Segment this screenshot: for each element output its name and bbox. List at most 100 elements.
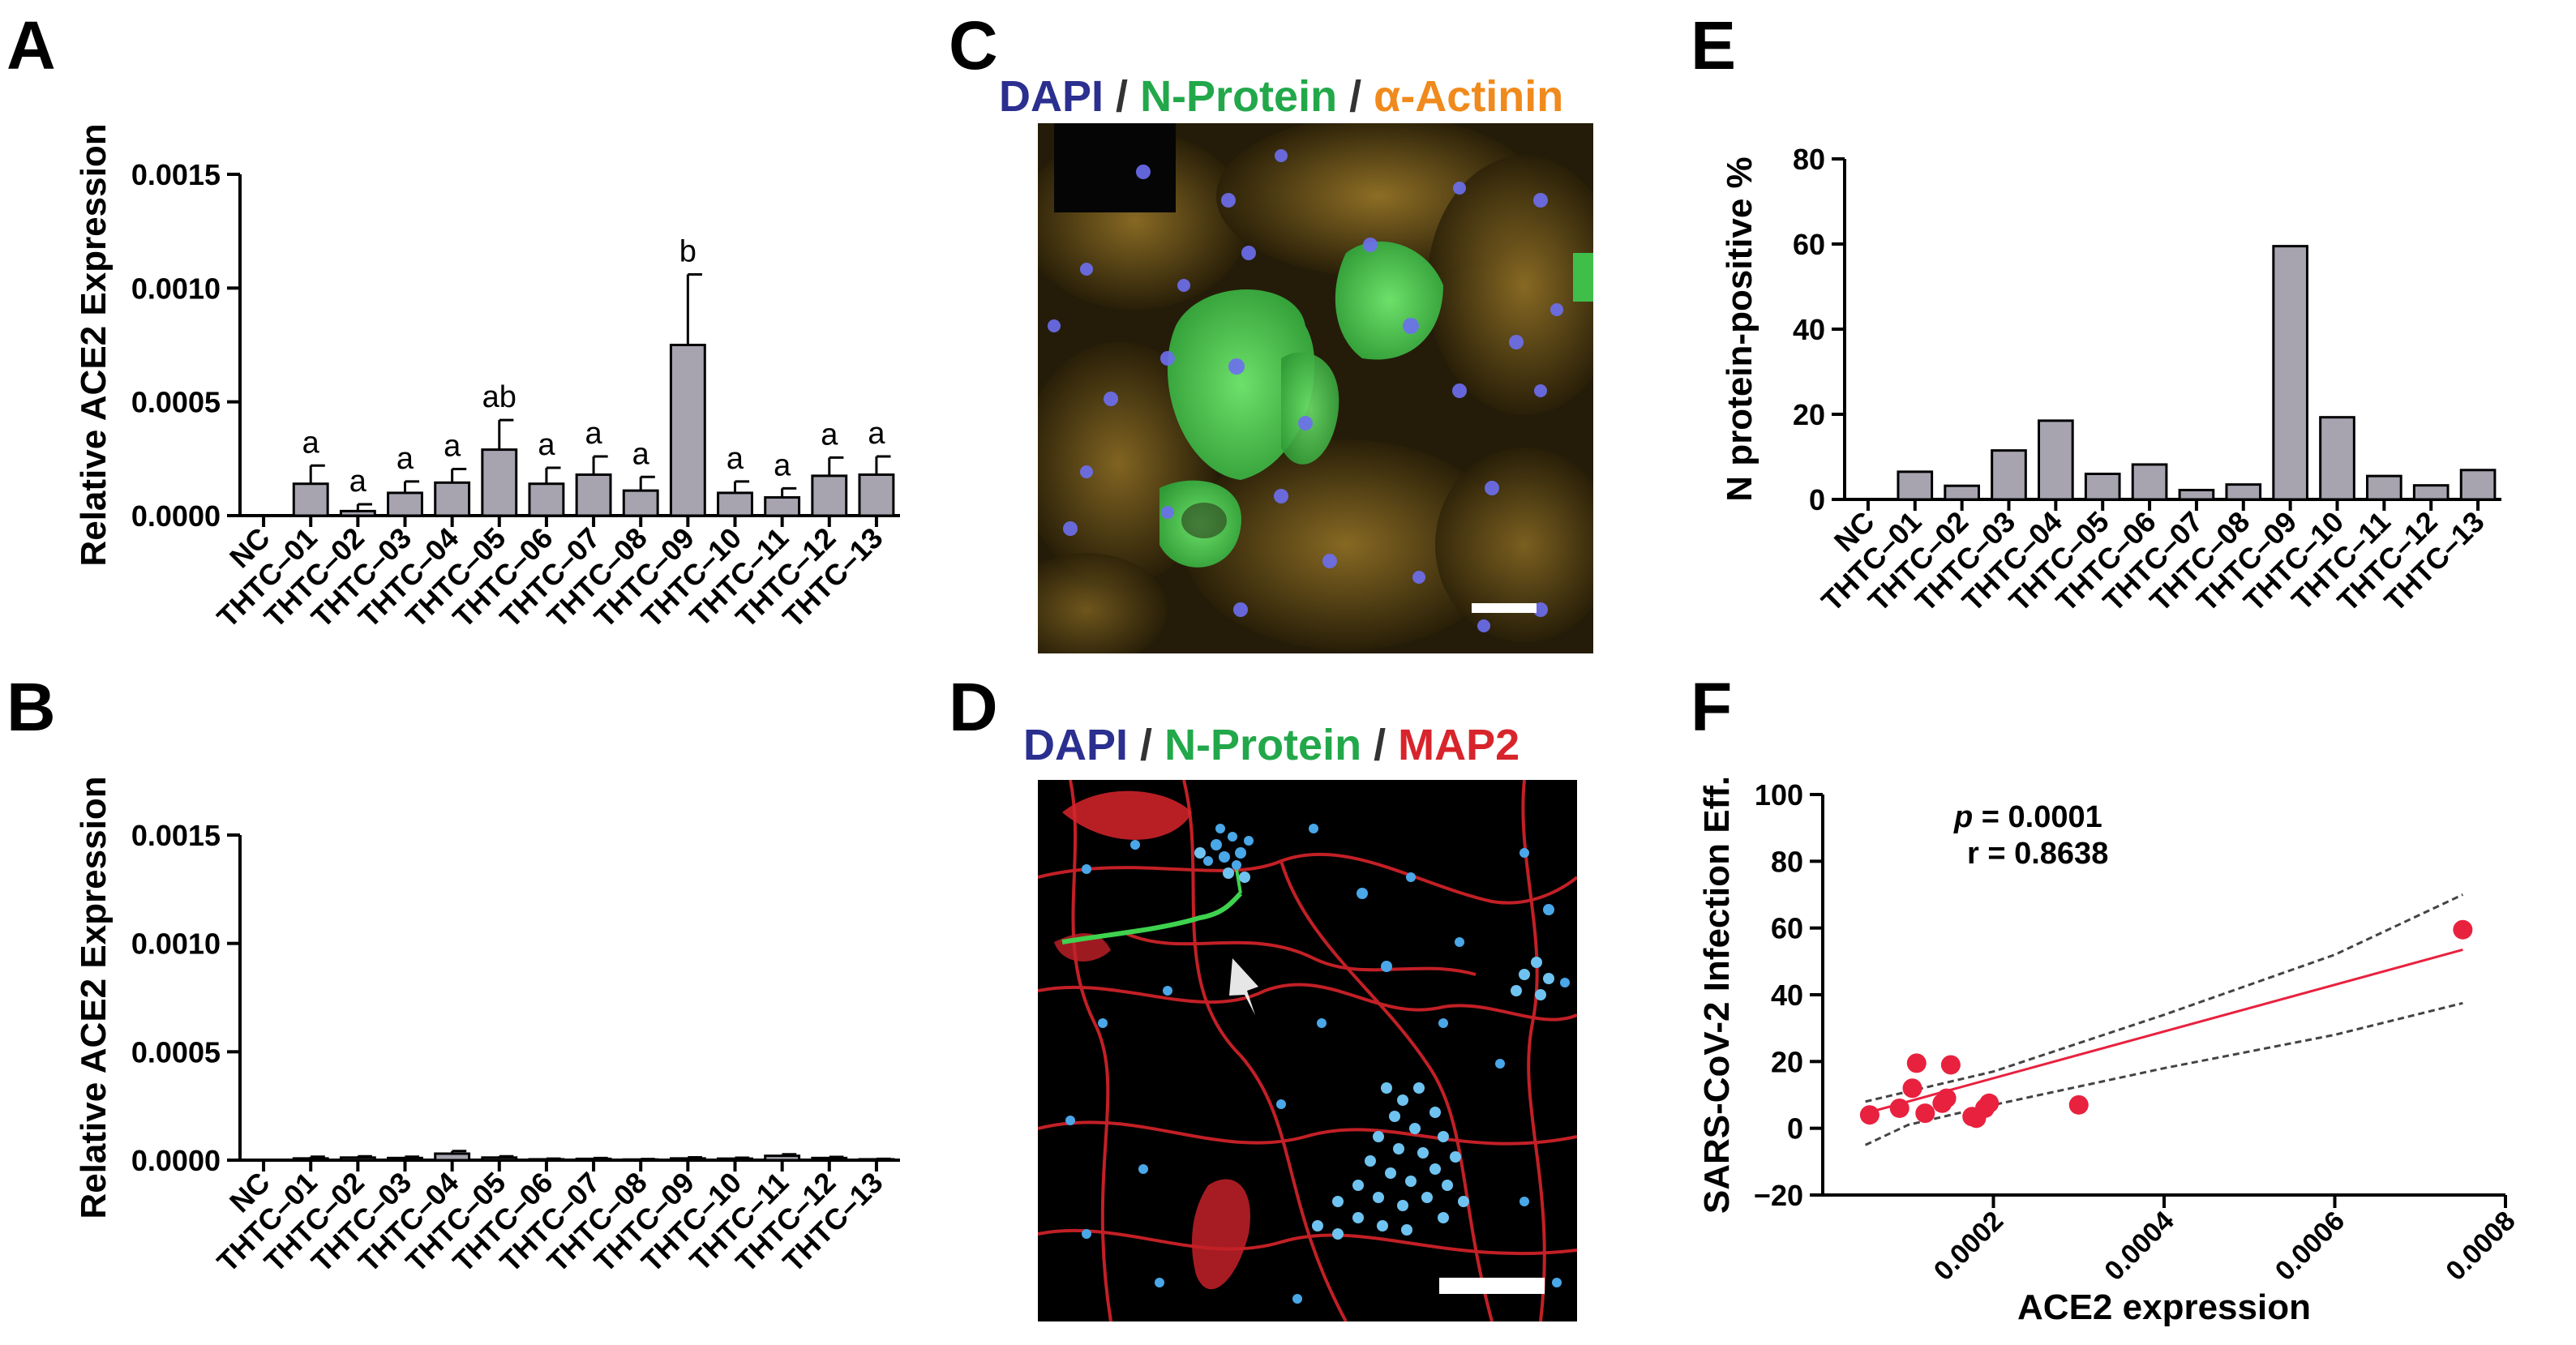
bar <box>2038 419 2074 501</box>
regression-line <box>1865 948 2463 1115</box>
stain-n-protein-label: N-Protein <box>1164 721 1362 769</box>
r-value-annotation: r = 0.8638 <box>1967 837 2108 871</box>
y-tick-label: 0.0000 <box>131 499 221 533</box>
bar <box>1944 484 1980 501</box>
x-tick-label: 0.0006 <box>2270 1206 2351 1287</box>
bar <box>434 1152 471 1162</box>
y-tick-label: 0.0015 <box>131 819 221 852</box>
separator: / <box>1140 721 1153 769</box>
bar <box>1991 449 2027 501</box>
bar <box>2131 463 2168 501</box>
panel-label-a: A <box>6 7 56 84</box>
stain-dapi-label: DAPI <box>1023 721 1129 769</box>
significance-letter: a <box>632 437 650 471</box>
bar <box>2459 469 2497 501</box>
bar <box>2412 484 2450 501</box>
y-tick-label: −20 <box>1754 1179 1803 1212</box>
y-axis-label: N protein-positive % <box>1720 156 1759 501</box>
y-axis-label: Relative ACE2 Expression <box>74 776 114 1219</box>
significance-letter: a <box>444 429 461 463</box>
significance-letter: a <box>868 417 885 451</box>
significance-letter: ab <box>482 380 516 414</box>
bar <box>811 1156 848 1162</box>
bar <box>669 344 706 517</box>
y-tick-label: 80 <box>1793 143 1825 176</box>
bar <box>292 1157 329 1162</box>
significance-letter: a <box>396 442 414 476</box>
bar <box>575 473 612 517</box>
scatter-point <box>2068 1094 2089 1115</box>
y-tick-label: 0.0005 <box>131 1035 221 1069</box>
micrograph-c-title: DAPI / N-Protein / α-Actinin <box>999 75 1563 118</box>
y-tick-label: 60 <box>1793 228 1825 261</box>
scatter-point <box>1902 1078 1922 1099</box>
significance-letter: a <box>774 448 791 482</box>
scatter-point <box>1915 1103 1935 1124</box>
micrograph-d-title: DAPI / N-Protein / MAP2 <box>1023 723 1519 767</box>
bar <box>2178 488 2215 501</box>
separator: / <box>1349 72 1362 121</box>
micrograph-c-image <box>1038 123 1593 653</box>
y-axis-label: Relative ACE2 Expression <box>74 123 114 566</box>
y-tick-label: 80 <box>1771 845 1803 878</box>
bar <box>622 489 659 517</box>
bar <box>669 1157 706 1162</box>
x-tick-label: 0.0004 <box>2098 1206 2180 1287</box>
confidence-band-upper <box>1865 893 2464 1103</box>
scatter-point <box>1979 1093 2000 1113</box>
y-tick-label: 100 <box>1755 778 1803 812</box>
panel-label-d: D <box>949 669 998 745</box>
y-axis-label: SARS-CoV-2 Infection Eff. <box>1697 776 1737 1214</box>
panel-label-f: F <box>1691 669 1733 745</box>
chart-f-correlation-scatter: −20 0 20 40 60 80 100 0.0002 0.0004 0.0006 0.0008 S… <box>1697 776 2522 1327</box>
scatter-point <box>1936 1088 1957 1108</box>
y-tick-label: 20 <box>1771 1045 1803 1078</box>
significance-letter: b <box>679 234 697 268</box>
bar <box>858 473 895 517</box>
significance-letter: a <box>538 428 555 462</box>
stain-n-protein-label: N-Protein <box>1140 72 1338 121</box>
bar <box>292 482 329 517</box>
y-tick-label: 40 <box>1793 313 1825 346</box>
bar <box>764 496 801 517</box>
bar <box>2319 416 2355 501</box>
y-tick-label: 0 <box>1787 1112 1803 1146</box>
bar <box>2225 483 2262 501</box>
significance-letter: a <box>727 442 744 476</box>
bar <box>717 491 753 517</box>
scatter-point <box>1940 1055 1961 1075</box>
p-value-annotation: p = 0.0001 <box>1953 800 2102 834</box>
y-tick-label: 60 <box>1771 912 1803 945</box>
bar <box>1897 470 1934 501</box>
separator: / <box>1116 72 1129 121</box>
scatter-point <box>1906 1053 1927 1073</box>
bar <box>811 474 848 517</box>
scatter-point <box>1859 1105 1879 1125</box>
bar <box>2366 474 2402 501</box>
stain-map2-label: MAP2 <box>1398 721 1520 769</box>
micrograph-d-neurons <box>1038 780 1577 1321</box>
bar <box>387 491 423 517</box>
bar <box>528 482 565 517</box>
x-tick-label: 0.0002 <box>1928 1206 2009 1287</box>
micrograph-c-cardiomyocytes <box>1038 123 1593 653</box>
bar <box>481 1156 518 1162</box>
y-tick-label: 0.0005 <box>131 386 221 419</box>
y-tick-label: 0.0000 <box>131 1144 221 1177</box>
stain-dapi-label: DAPI <box>999 72 1104 121</box>
bar <box>2084 473 2121 501</box>
y-tick-label: 0.0015 <box>131 158 221 191</box>
p-label: p <box>1953 800 1973 834</box>
significance-letter: a <box>821 418 838 452</box>
y-tick-label: 20 <box>1793 398 1825 431</box>
x-tick-label: 0.0008 <box>2440 1206 2521 1287</box>
chart-b-relative-ace2-neurons: 0.0000 0.0005 0.0010 0.0015 Relative ACE2 Ex… <box>74 776 900 1279</box>
panel-label-b: B <box>6 669 56 745</box>
bar <box>387 1156 423 1162</box>
bar <box>339 1156 376 1162</box>
scatter-point <box>2453 919 2473 940</box>
bar <box>434 481 471 517</box>
y-tick-label: 0 <box>1809 483 1825 516</box>
significance-letter: a <box>349 465 367 499</box>
